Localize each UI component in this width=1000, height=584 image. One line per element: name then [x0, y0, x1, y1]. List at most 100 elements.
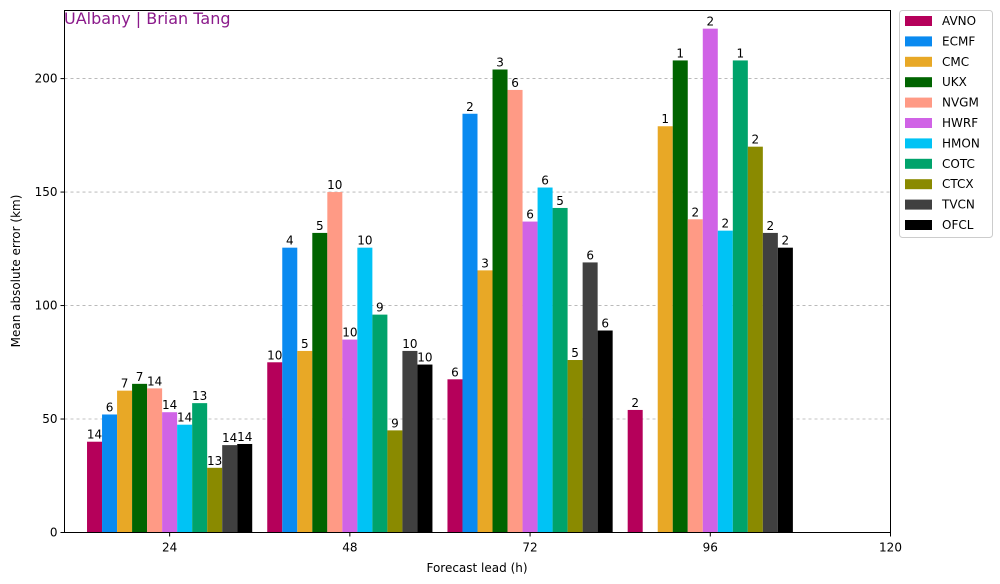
bar-hwrf-96	[702, 28, 718, 533]
bars	[87, 28, 793, 533]
legend-label-nvgm: NVGM	[942, 96, 979, 110]
legend-label-hmon: HMON	[942, 136, 980, 150]
bar-nvgm-48	[327, 192, 343, 533]
bar-ukx-24	[132, 383, 148, 533]
legend-swatch-nvgm	[905, 97, 932, 108]
bar-count-label: 1	[676, 46, 684, 60]
legend-swatch-avno	[905, 16, 932, 26]
bar-cmc-48	[297, 350, 313, 533]
bar-hwrf-24	[162, 412, 178, 533]
bar-count-label: 5	[301, 337, 309, 351]
bar-count-label: 6	[511, 76, 519, 90]
y-axis-title: Mean absolute error (km)	[9, 195, 23, 348]
bar-nvgm-96	[687, 219, 703, 533]
bar-count-label: 6	[526, 208, 534, 222]
bar-count-label: 7	[121, 377, 129, 391]
bar-count-label: 2	[631, 396, 639, 410]
bar-count-label: 9	[391, 416, 399, 430]
legend-label-cmc: CMC	[942, 55, 969, 69]
watermark-text: UAlbany | Brian Tang	[64, 9, 231, 28]
legend-label-tvcn: TVCN	[941, 198, 975, 212]
x-tick-label: 48	[342, 541, 357, 555]
bar-count-label: 3	[481, 256, 489, 270]
y-tick-label: 150	[35, 185, 58, 199]
bar-count-label: 5	[316, 219, 324, 233]
bar-cotc-72	[552, 207, 568, 533]
bar-avno-24	[87, 441, 103, 533]
legend-swatch-cotc	[905, 158, 932, 169]
bar-count-label: 10	[357, 234, 372, 248]
bar-count-label: 14	[147, 374, 162, 388]
bar-count-label: 2	[721, 217, 729, 231]
x-tick-label: 72	[522, 541, 537, 555]
bar-count-label: 9	[376, 301, 384, 315]
bar-count-label: 2	[782, 234, 790, 248]
bar-hwrf-48	[342, 339, 358, 533]
y-tick-label: 0	[50, 526, 58, 540]
bar-hwrf-72	[522, 221, 538, 533]
legend-label-hwrf: HWRF	[942, 116, 978, 130]
bar-hmon-96	[717, 230, 733, 533]
bar-count-label: 6	[106, 400, 114, 414]
bar-nvgm-72	[507, 89, 523, 533]
legend-label-ofcl: OFCL	[942, 218, 974, 232]
bar-count-label: 10	[417, 351, 432, 365]
bar-cmc-72	[477, 270, 493, 533]
legend-swatch-ukx	[905, 77, 932, 88]
bar-count-label: 13	[192, 389, 207, 403]
bar-tvcn-96	[762, 232, 778, 533]
bar-cmc-24	[117, 390, 133, 533]
bar-ofcl-72	[597, 330, 613, 533]
bar-cmc-96	[657, 126, 673, 533]
bar-cotc-48	[372, 314, 388, 533]
legend: AVNO ECMF CMC UKX NVGM HWRF HMON COTC CTCX TVCN OF…	[899, 10, 993, 238]
legend-swatch-tvcn	[905, 199, 932, 210]
bar-nvgm-24	[147, 388, 163, 533]
bar-cotc-96	[732, 60, 748, 533]
bar-count-label: 6	[601, 317, 609, 331]
legend-swatch-cmc	[905, 56, 932, 67]
bar-hmon-48	[357, 247, 373, 533]
bar-hmon-24	[177, 424, 193, 533]
bar-tvcn-48	[402, 350, 418, 533]
bar-ukx-96	[672, 60, 688, 533]
legend-swatch-hmon	[905, 138, 932, 149]
bar-ofcl-24	[237, 443, 253, 533]
legend-swatch-ctcx	[905, 179, 932, 190]
x-tick-label: 24	[162, 541, 177, 555]
bar-avno-72	[447, 379, 463, 533]
bar-count-label: 2	[466, 100, 474, 114]
bar-ctcx-48	[387, 430, 403, 533]
legend-label-ctcx: CTCX	[942, 177, 974, 191]
bar-count-label: 5	[556, 194, 564, 208]
x-tick-label: 96	[703, 541, 718, 555]
bar-count-label: 6	[451, 365, 459, 379]
legend-swatch-ofcl	[905, 220, 932, 230]
bar-ofcl-96	[777, 247, 793, 533]
bar-count-label: 2	[691, 205, 699, 219]
bar-ecmf-72	[462, 113, 478, 533]
bar-tvcn-72	[582, 262, 598, 533]
legend-label-cotc: COTC	[942, 157, 975, 171]
bar-ofcl-48	[417, 364, 433, 533]
bar-count-label: 6	[586, 248, 594, 262]
plot-area-frame	[64, 10, 891, 533]
bar-count-label: 3	[496, 56, 504, 70]
bar-count-label: 1	[736, 46, 744, 60]
bar-cotc-24	[192, 403, 208, 533]
bar-count-label: 10	[327, 178, 342, 192]
bar-count-label: 7	[136, 370, 144, 384]
bar-tvcn-24	[222, 445, 238, 533]
legend-swatch-ecmf	[905, 36, 932, 47]
y-tick-label: 50	[42, 412, 57, 426]
bar-avno-48	[267, 362, 283, 533]
bar-count-label: 10	[342, 326, 357, 340]
bar-count-label: 13	[207, 454, 222, 468]
bar-ctcx-72	[567, 360, 583, 533]
bar-ecmf-48	[282, 247, 298, 533]
bar-ukx-48	[312, 232, 328, 533]
legend-label-ecmf: ECMF	[942, 34, 975, 48]
bar-count-label: 14	[177, 411, 192, 425]
